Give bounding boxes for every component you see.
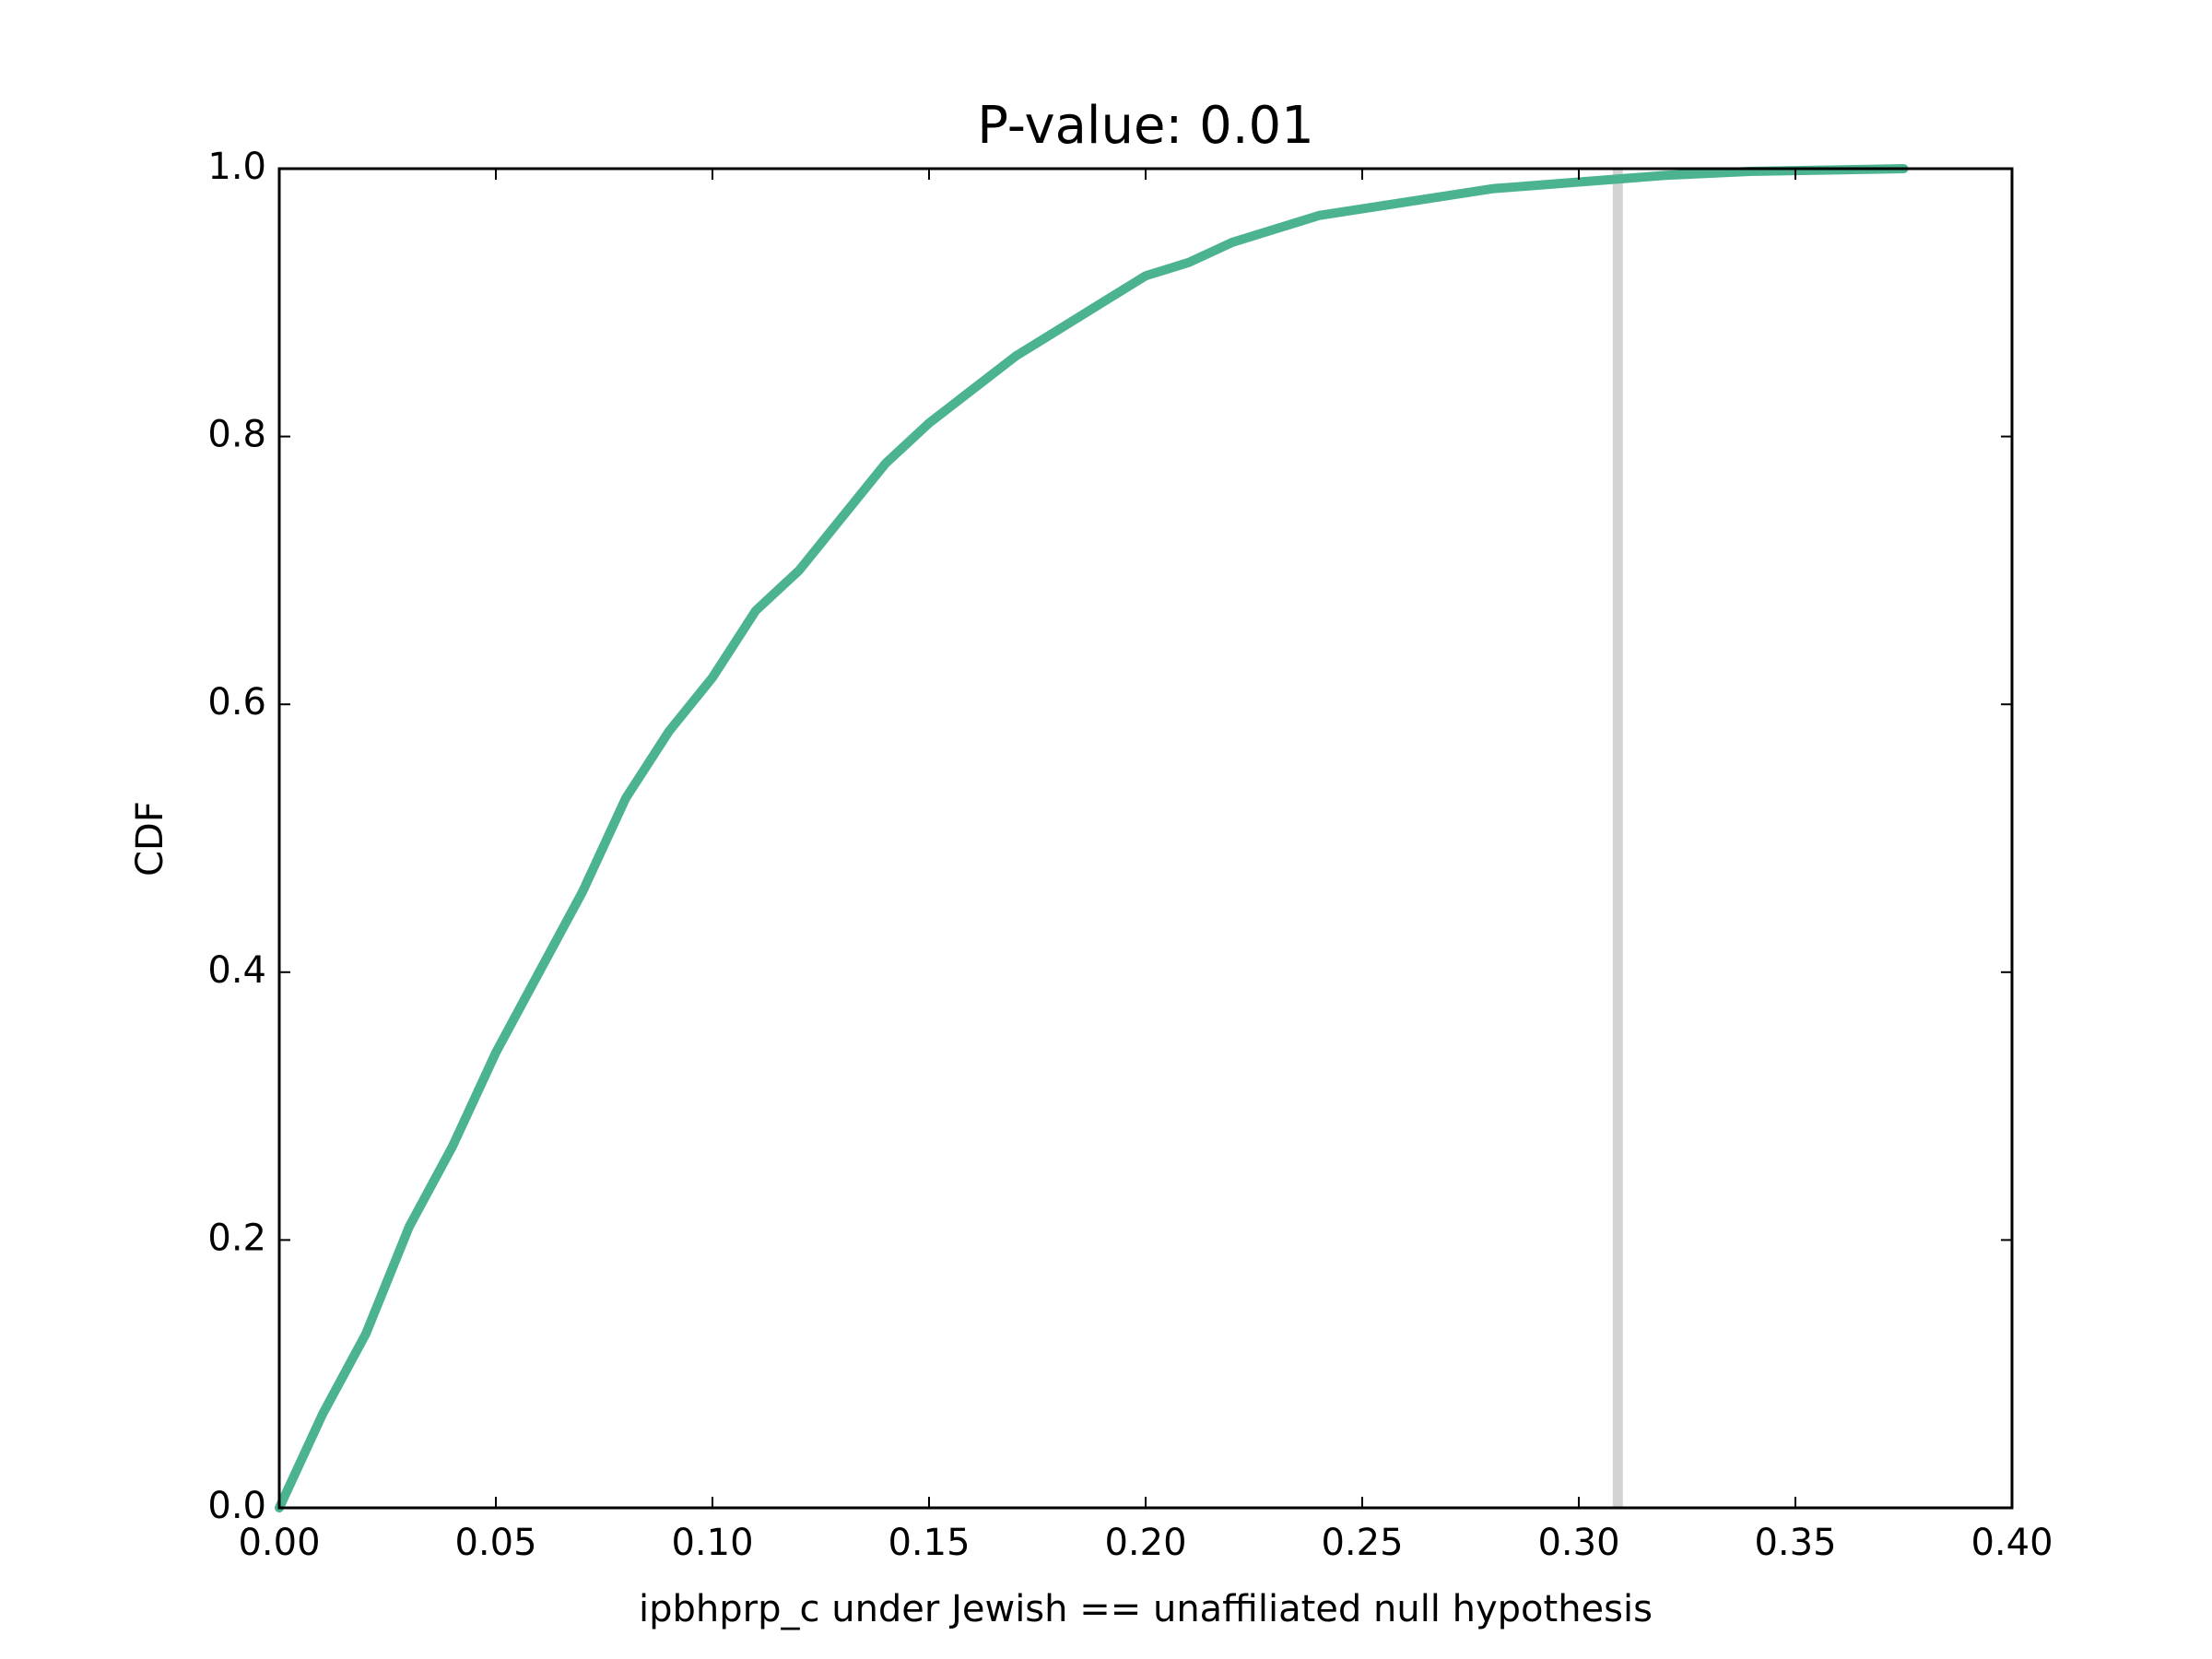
x-tick-label: 0.15 [888,1522,970,1564]
x-tick-label: 0.40 [1971,1522,2053,1564]
y-axis-label: CDF [129,801,171,877]
y-tick-label: 0.2 [207,1217,266,1259]
x-tick-label: 0.10 [671,1522,753,1564]
y-tick-label: 0.0 [207,1485,266,1527]
y-tick-label: 1.0 [207,146,266,188]
cdf-line [275,164,1909,1512]
x-axis-label: ipbhprp_c under Jewish == unaffiliated n… [639,1588,1653,1630]
x-tick-label: 0.25 [1321,1522,1403,1564]
x-tick-label: 0.00 [238,1522,320,1564]
chart-title: P-value: 0.01 [977,96,1314,156]
x-tick-label: 0.20 [1104,1522,1186,1564]
x-tick-label: 0.30 [1537,1522,1619,1564]
y-tick-label: 0.6 [207,681,266,724]
y-tick-label: 0.4 [207,949,266,992]
x-tick-label: 0.35 [1754,1522,1836,1564]
x-tick-label: 0.05 [454,1522,536,1564]
plot-frame [277,167,2014,1510]
y-tick-label: 0.8 [207,414,266,456]
